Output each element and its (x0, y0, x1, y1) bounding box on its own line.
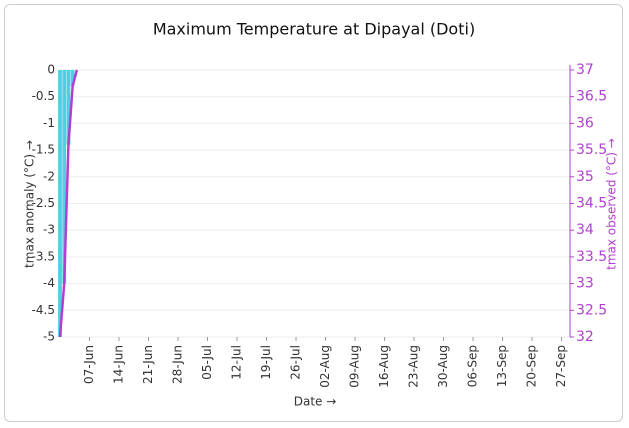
line (58, 69, 79, 338)
y2-tick-label: 33.5 (576, 249, 607, 265)
x-axis-label: Date → (294, 395, 337, 409)
y2-tick-label: 32.5 (576, 302, 607, 318)
x-tick-label: 23-Aug (407, 345, 421, 388)
y-tick-label: -2 (43, 169, 55, 183)
x-tick-label: 19-Jul (259, 345, 273, 380)
y2-tick-label: 35.5 (576, 142, 607, 158)
x-tick-label: 20-Sep (525, 345, 539, 387)
x-tick-label: 05-Jul (200, 345, 214, 380)
y2-tick-label: 34.5 (576, 196, 607, 212)
x-tick-label: 09-Aug (348, 345, 362, 388)
y2-tick-label: 33 (576, 276, 594, 292)
x-tick-label: 06-Sep (466, 345, 480, 387)
chart-title: Maximum Temperature at Dipayal (Doti) (153, 20, 475, 39)
y-tick-label: 0 (47, 63, 55, 77)
y-tick-label: -3 (43, 223, 55, 237)
bar (66, 70, 71, 145)
y2-tick-label: 34 (576, 222, 594, 238)
x-tick-label: 16-Aug (377, 345, 391, 388)
x-tick-label: 21-Jun (141, 345, 155, 384)
bar (70, 70, 75, 87)
bar (62, 70, 67, 284)
y-axis-label: tmax anomaly (°C) → (23, 140, 37, 268)
y-tick-label: -1 (43, 116, 55, 130)
y2-tick-label: 37 (576, 62, 594, 78)
x-tick-label: 30-Aug (436, 345, 450, 388)
y-tick-label: -0.5 (32, 89, 55, 103)
y-tick-label: -4 (43, 276, 55, 290)
bar (58, 70, 62, 337)
x-tick-label: 12-Jul (230, 345, 244, 380)
y-tick-label: -5 (43, 330, 55, 344)
y2-tick-label: 36 (576, 115, 594, 131)
x-tick-label: 13-Sep (495, 345, 509, 387)
x-tick-label: 07-Jun (82, 345, 96, 384)
x-tick-label: 28-Jun (171, 345, 185, 384)
y-tick-label: -3.5 (32, 249, 55, 263)
y2-tick-label: 35 (576, 169, 594, 185)
x-tick-label: 26-Jul (289, 345, 303, 380)
y-tick-label: -2.5 (32, 196, 55, 210)
y2-axis-label: tmax observed (°C) → (605, 138, 619, 270)
x-tick-label: 14-Jun (112, 345, 126, 384)
y-tick-label: -4.5 (32, 303, 55, 317)
y2-tick-label: 32 (576, 329, 594, 345)
frame (4, 4, 623, 422)
x-tick-label: 27-Sep (554, 345, 568, 387)
x-tick-label: 02-Aug (318, 345, 332, 388)
y-tick-label: -1.5 (32, 143, 55, 157)
y2-tick-label: 36.5 (576, 89, 607, 105)
